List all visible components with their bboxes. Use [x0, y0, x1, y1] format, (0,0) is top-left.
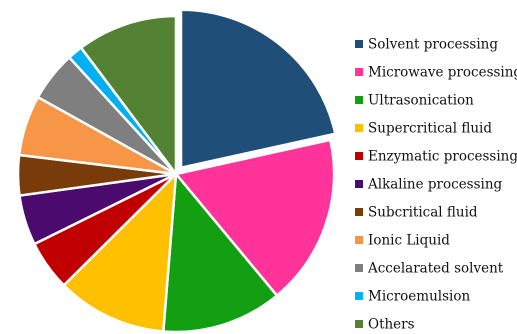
legend-swatch-subcritical-fluid: [355, 208, 363, 216]
legend-label-solvent-processing: Solvent processing: [368, 37, 498, 53]
pie-slices: [16, 8, 337, 334]
legend-label-supercritical-fluid: Supercritical fluid: [368, 121, 492, 137]
legend-label-others: Others: [368, 317, 415, 333]
legend-label-enzymatic-processing: Enzymatic processing: [368, 149, 517, 165]
legend-swatch-accelarated-solvent: [355, 264, 363, 272]
pie-slice-others: [79, 14, 178, 178]
pie-slice-microwave-processing: [173, 138, 336, 298]
legend-swatch-supercritical-fluid: [355, 124, 363, 132]
legend-swatch-microemulsion: [355, 292, 363, 300]
legend-swatch-others: [355, 320, 363, 328]
legend-label-subcritical-fluid: Subcritical fluid: [368, 205, 478, 221]
pie-slice-supercritical-fluid: [62, 170, 178, 333]
legend-label-alkaline-processing: Alkaline processing: [367, 177, 503, 193]
pie-slice-ultrasonication: [161, 170, 279, 334]
legend-swatch-ultrasonication: [355, 96, 363, 104]
legend-label-ionic-liquid: Ionic Liquid: [368, 233, 450, 249]
legend-swatch-enzymatic-processing: [355, 152, 363, 160]
legend-label-accelarated-solvent: Accelarated solvent: [367, 261, 504, 277]
legend-label-microwave-processing: Microwave processing: [368, 65, 517, 81]
legend-swatch-solvent-processing: [355, 40, 363, 48]
legend-label-ultrasonication: Ultrasonication: [368, 93, 474, 109]
legend-swatch-alkaline-processing: [355, 180, 363, 188]
legend-label-microemulsion: Microemulsion: [368, 289, 470, 305]
pie-slice-solvent-processing: [179, 8, 337, 170]
legend-swatch-ionic-liquid: [355, 236, 363, 244]
legend: Solvent processing Microwave processing Ul…: [355, 37, 517, 333]
legend-swatch-microwave-processing: [355, 68, 363, 76]
